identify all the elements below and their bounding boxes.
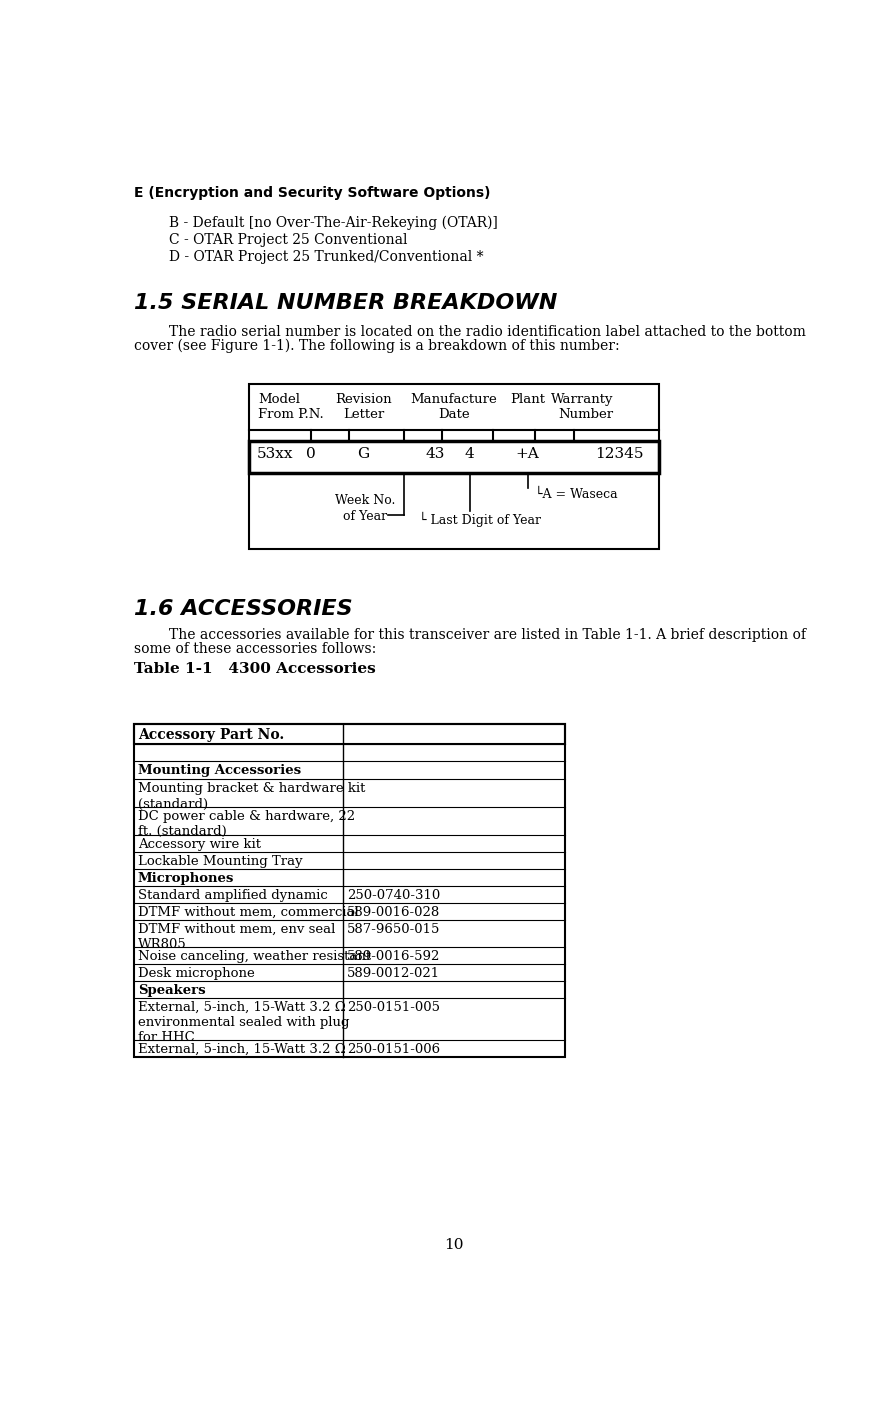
Text: Table 1-1   4300 Accessories: Table 1-1 4300 Accessories: [134, 663, 376, 677]
Text: Mounting bracket & hardware kit
(standard): Mounting bracket & hardware kit (standar…: [138, 783, 365, 811]
Text: 12345: 12345: [595, 447, 644, 461]
Text: 43: 43: [425, 447, 445, 461]
Text: Accessory wire kit: Accessory wire kit: [138, 838, 260, 851]
Text: 589-0016-592: 589-0016-592: [347, 951, 440, 964]
Text: 587-9650-015: 587-9650-015: [347, 923, 440, 935]
Text: Model
From P.N.: Model From P.N.: [258, 393, 323, 421]
Text: C - OTAR Project 25 Conventional: C - OTAR Project 25 Conventional: [169, 233, 408, 247]
Text: └A = Waseca: └A = Waseca: [535, 489, 618, 502]
Text: 4: 4: [464, 447, 474, 461]
Text: Mounting Accessories: Mounting Accessories: [138, 764, 301, 777]
Text: External, 5-inch, 15-Watt 3.2 Ω
environmental sealed with plug
for HHC: External, 5-inch, 15-Watt 3.2 Ω environm…: [138, 1002, 349, 1044]
Text: Revision
Letter: Revision Letter: [335, 393, 392, 421]
Text: Accessory Part No.: Accessory Part No.: [138, 728, 284, 742]
Bar: [249, 383, 659, 550]
Text: 1.5 SERIAL NUMBER BREAKDOWN: 1.5 SERIAL NUMBER BREAKDOWN: [134, 292, 557, 312]
Text: Desk microphone: Desk microphone: [138, 968, 254, 981]
Text: Microphones: Microphones: [138, 872, 234, 885]
Bar: [134, 723, 565, 745]
Text: 250-0151-006: 250-0151-006: [347, 1043, 440, 1056]
Text: 0: 0: [306, 447, 315, 461]
Bar: [134, 723, 565, 1057]
Text: 1.6 ACCESSORIES: 1.6 ACCESSORIES: [134, 599, 353, 619]
Text: 53xx: 53xx: [256, 447, 293, 461]
Text: some of these accessories follows:: some of these accessories follows:: [134, 643, 377, 657]
Text: +A: +A: [516, 447, 540, 461]
Text: Lockable Mounting Tray: Lockable Mounting Tray: [138, 855, 302, 868]
Text: G: G: [357, 447, 369, 461]
Text: Plant: Plant: [510, 393, 545, 406]
Text: Standard amplified dynamic: Standard amplified dynamic: [138, 889, 328, 901]
Text: D - OTAR Project 25 Trunked/Conventional *: D - OTAR Project 25 Trunked/Conventional…: [169, 250, 484, 264]
Text: 10: 10: [444, 1238, 464, 1252]
Text: Warranty
Number: Warranty Number: [550, 393, 613, 421]
Text: └ Last Digit of Year: └ Last Digit of Year: [419, 512, 541, 527]
Text: DTMF without mem, commercial: DTMF without mem, commercial: [138, 906, 359, 918]
Text: The accessories available for this transceiver are listed in Table 1-1. A brief : The accessories available for this trans…: [169, 629, 806, 643]
Text: B - Default [no Over-The-Air-Rekeying (OTAR)]: B - Default [no Over-The-Air-Rekeying (O…: [169, 216, 498, 230]
Bar: [249, 441, 659, 473]
Text: External, 5-inch, 15-Watt 3.2 Ω: External, 5-inch, 15-Watt 3.2 Ω: [138, 1043, 346, 1056]
Text: Manufacture
Date: Manufacture Date: [411, 393, 497, 421]
Text: DTMF without mem, env seal
WR805: DTMF without mem, env seal WR805: [138, 923, 335, 951]
Text: Speakers: Speakers: [138, 985, 206, 998]
Text: 589-0012-021: 589-0012-021: [347, 968, 440, 981]
Text: Noise canceling, weather resistant: Noise canceling, weather resistant: [138, 951, 371, 964]
Text: 250-0151-005: 250-0151-005: [347, 1002, 440, 1015]
Text: cover (see Figure 1-1). The following is a breakdown of this number:: cover (see Figure 1-1). The following is…: [134, 339, 619, 353]
Text: 589-0016-028: 589-0016-028: [347, 906, 440, 918]
Text: Week No.
of Year: Week No. of Year: [335, 495, 395, 523]
Text: DC power cable & hardware, 22
ft. (standard): DC power cable & hardware, 22 ft. (stand…: [138, 810, 355, 838]
Text: E (Encryption and Security Software Options): E (Encryption and Security Software Opti…: [134, 187, 491, 201]
Text: The radio serial number is located on the radio identification label attached to: The radio serial number is located on th…: [169, 325, 805, 339]
Text: 250-0740-310: 250-0740-310: [347, 889, 440, 901]
